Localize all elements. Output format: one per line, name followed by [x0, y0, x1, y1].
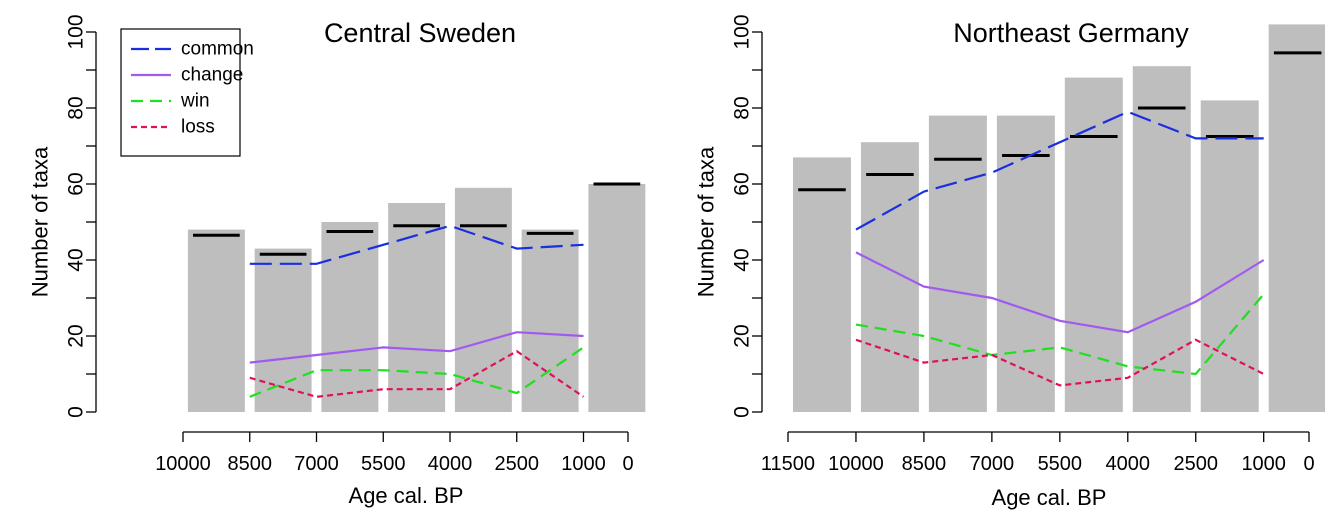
y-tick-label: 100: [65, 14, 88, 49]
x-tick-label: 8500: [902, 453, 947, 475]
x-axis-label: Age cal. BP: [992, 485, 1107, 510]
bar: [1064, 77, 1123, 412]
legend-box: [120, 28, 241, 157]
bar: [792, 157, 851, 412]
x-tick-label: 7000: [294, 453, 339, 475]
series-line-common: [249, 224, 584, 265]
x-tick-label: 4000: [428, 453, 473, 475]
x-axis: 10000 8500 7000 5500 4000 2500 1000 0: [155, 431, 634, 475]
x-tick-label: 2500: [495, 453, 540, 475]
x-tick-label: 10000: [828, 453, 884, 475]
x-tick-label: 11500: [761, 453, 815, 475]
y-tick-label: 40: [65, 248, 88, 271]
series-line-win: [249, 346, 585, 398]
y-tick-label: 40: [731, 248, 754, 271]
bar: [1268, 24, 1325, 413]
x-tick-label: 5500: [1038, 453, 1083, 475]
x-tick-label: 4000: [1106, 453, 1151, 475]
bar: [928, 115, 987, 412]
y-tick-label: 20: [65, 324, 88, 347]
series-line-common: [855, 110, 1264, 231]
series-line-change: [249, 331, 584, 364]
y-axis: 0 20 40 60 80 100: [731, 14, 763, 418]
bar: [1200, 100, 1259, 413]
x-tick-label: 5500: [361, 453, 406, 475]
y-tick-label: 60: [65, 172, 88, 195]
bar: [1132, 66, 1191, 412]
x-tick-label: 10000: [155, 453, 211, 475]
x-tick-label: 8500: [228, 453, 273, 475]
x-tick-label: 2500: [1173, 453, 1218, 475]
bar: [187, 229, 245, 412]
y-tick-label: 80: [65, 96, 88, 119]
x-axis: 11500 10000 8500 7000 5500 4000 2500 1000 0: [761, 431, 1315, 475]
legend-label-common: common: [181, 39, 254, 60]
x-tick-label: 0: [622, 453, 633, 475]
bar: [588, 184, 646, 412]
y-tick-label: 60: [731, 172, 754, 195]
bar: [254, 248, 312, 412]
legend: common change win loss: [120, 28, 254, 157]
chart-title: Central Sweden: [324, 18, 516, 48]
bar: [521, 229, 579, 412]
x-tick-label: 0: [1303, 453, 1314, 475]
y-axis: 0 20 40 60 80 100: [65, 14, 97, 418]
y-axis-label: Number of taxa: [28, 146, 53, 297]
bar: [321, 222, 379, 412]
y-tick-label: 80: [731, 96, 754, 119]
x-tick-label: 1000: [561, 453, 606, 475]
bar: [388, 203, 446, 412]
bars: [187, 182, 646, 412]
series-line-change: [855, 251, 1265, 334]
x-tick-label: 7000: [970, 453, 1015, 475]
series-line-win: [855, 293, 1265, 376]
y-tick-label: 20: [731, 324, 754, 347]
legend-label-change: change: [181, 65, 243, 86]
y-tick-label: 0: [731, 406, 754, 418]
legend-label-win: win: [180, 91, 210, 112]
y-axis-label: Number of taxa: [694, 146, 719, 297]
legend-label-loss: loss: [181, 117, 215, 138]
y-tick-label: 0: [65, 406, 88, 418]
chart-title: Northeast Germany: [953, 18, 1189, 48]
series-line-loss: [249, 349, 585, 398]
bar: [860, 142, 919, 412]
x-tick-label: 1000: [1241, 453, 1286, 475]
series-line-loss: [855, 338, 1265, 387]
y-tick-label: 100: [731, 14, 754, 49]
bar: [996, 115, 1055, 412]
x-axis-label: Age cal. BP: [349, 483, 464, 508]
bars: [792, 24, 1325, 413]
